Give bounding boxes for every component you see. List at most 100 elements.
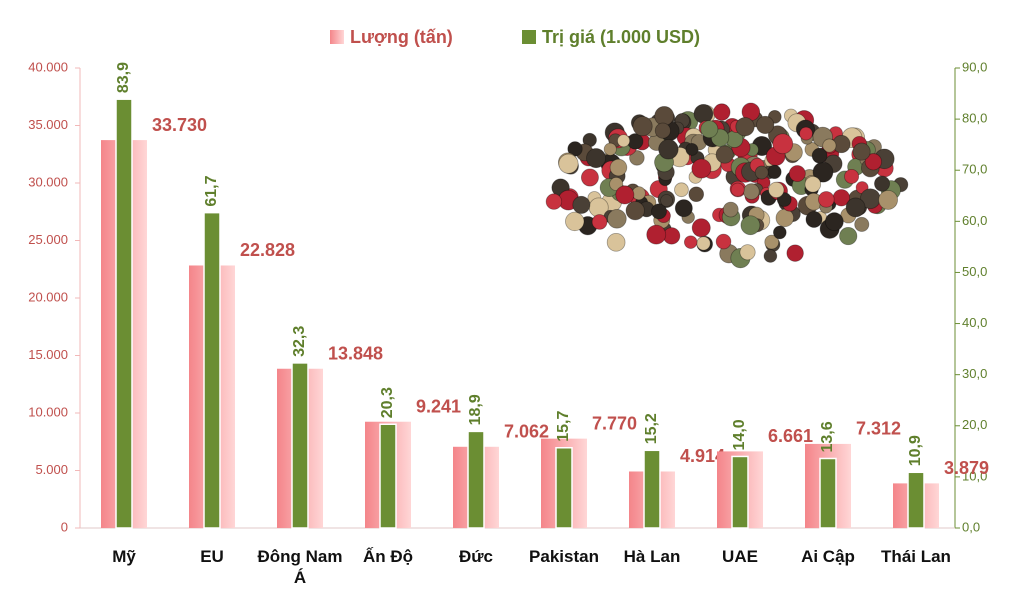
y-tick-label: 40.000 bbox=[28, 59, 68, 74]
pepper-image bbox=[646, 224, 667, 245]
pepper-image bbox=[740, 215, 761, 236]
value-label: 7.312 bbox=[856, 419, 901, 439]
pepper-image bbox=[607, 209, 627, 229]
pepper-image bbox=[739, 244, 756, 261]
pepper-image bbox=[691, 218, 711, 238]
value-label: 6.661 bbox=[768, 426, 813, 446]
pepper-image bbox=[674, 199, 693, 218]
pepper-image bbox=[683, 235, 698, 249]
pepper-image bbox=[658, 139, 679, 160]
value-label: 13.848 bbox=[328, 343, 383, 363]
x-tick-label: Thái Lan bbox=[881, 547, 951, 566]
pepper-image bbox=[764, 234, 780, 250]
pepper-image bbox=[603, 142, 617, 156]
y-tick-label: 5.000 bbox=[35, 462, 68, 477]
value-label: 7.770 bbox=[592, 413, 637, 433]
pepper-image bbox=[700, 120, 719, 139]
pepper-image bbox=[822, 138, 837, 153]
pepper-image bbox=[654, 122, 671, 139]
pepper-image bbox=[591, 214, 608, 230]
y2-tick-label: 20,0 bbox=[962, 417, 987, 432]
pepper-image bbox=[685, 142, 699, 156]
pepper-image bbox=[839, 226, 858, 246]
pepper-image bbox=[786, 244, 804, 262]
y2-tick-label: 80,0 bbox=[962, 111, 987, 126]
pepper-image bbox=[715, 233, 732, 250]
pepper-image bbox=[767, 164, 782, 180]
value-label: 10,9 bbox=[907, 435, 924, 466]
y-tick-label: 10.000 bbox=[28, 404, 68, 419]
y2-tick-label: 30,0 bbox=[962, 366, 987, 381]
y-tick-label: 20.000 bbox=[28, 289, 68, 304]
pepper-image bbox=[558, 153, 579, 174]
pepper-image bbox=[580, 168, 599, 187]
value-label: 14,0 bbox=[731, 419, 748, 450]
value-label: 9.241 bbox=[416, 396, 461, 416]
x-tick-label: Đông Nam Á bbox=[257, 547, 343, 587]
pepper-image bbox=[864, 153, 882, 171]
pepper-image bbox=[852, 142, 871, 161]
pepper-image bbox=[691, 158, 712, 179]
pepper-image bbox=[674, 182, 689, 198]
legend-label: Trị giá (1.000 USD) bbox=[542, 27, 700, 47]
pepper-image bbox=[824, 212, 844, 232]
pepper-image bbox=[617, 134, 631, 148]
bar bbox=[291, 362, 309, 529]
pepper-image bbox=[844, 168, 860, 184]
x-tick-label: Ấn Độ bbox=[362, 547, 414, 566]
y-tick-label: 25.000 bbox=[28, 232, 68, 247]
bar bbox=[115, 98, 133, 529]
value-label: 18,9 bbox=[467, 394, 484, 425]
pepper-image bbox=[878, 190, 898, 210]
bar bbox=[555, 447, 573, 529]
pepper-image bbox=[772, 225, 787, 240]
value-label: 83,9 bbox=[115, 62, 132, 93]
pepper-image bbox=[817, 191, 835, 208]
pepper-image bbox=[772, 133, 794, 155]
pepper-image bbox=[713, 103, 731, 121]
x-tick-label: Ai Cập bbox=[801, 547, 855, 566]
y-tick-label: 35.000 bbox=[28, 117, 68, 132]
pepper-image bbox=[609, 158, 628, 177]
legend-swatch bbox=[330, 30, 344, 44]
value-label: 15,2 bbox=[643, 413, 660, 444]
value-label: 7.062 bbox=[504, 422, 549, 442]
pepper-image bbox=[763, 249, 778, 263]
pepper-image bbox=[735, 117, 755, 137]
pepper-image bbox=[696, 236, 711, 251]
pepper-image bbox=[775, 208, 794, 228]
y-tick-label: 15.000 bbox=[28, 347, 68, 362]
pepper-image bbox=[715, 145, 734, 164]
pepper-image bbox=[632, 116, 653, 137]
bar bbox=[643, 449, 661, 529]
pepper-image bbox=[799, 126, 813, 141]
bar bbox=[731, 455, 749, 529]
value-label: 20,3 bbox=[379, 387, 396, 418]
y2-tick-label: 70,0 bbox=[962, 162, 987, 177]
pepper-image bbox=[654, 106, 675, 126]
bar bbox=[203, 211, 221, 529]
pepper-image bbox=[845, 197, 866, 218]
pepper-image bbox=[788, 165, 806, 183]
x-tick-label: EU bbox=[200, 547, 224, 566]
pepper-image bbox=[629, 150, 645, 166]
value-label: 61,7 bbox=[203, 175, 220, 206]
y2-tick-label: 10,0 bbox=[962, 468, 987, 483]
bar bbox=[907, 471, 925, 529]
pepper-image bbox=[811, 147, 828, 164]
x-tick-label: UAE bbox=[722, 547, 758, 566]
pepper-image bbox=[586, 148, 607, 169]
pepper-image bbox=[567, 141, 583, 157]
value-label: 13,6 bbox=[819, 421, 836, 452]
pepper-image bbox=[651, 203, 667, 220]
bar bbox=[467, 430, 485, 529]
bar bbox=[819, 457, 837, 529]
pepper-image bbox=[805, 211, 823, 228]
pepper-image bbox=[660, 194, 673, 207]
y2-tick-label: 0,0 bbox=[962, 519, 980, 534]
pepper-image bbox=[688, 186, 705, 203]
pepper-image bbox=[545, 193, 563, 210]
pepper-image bbox=[754, 165, 769, 180]
